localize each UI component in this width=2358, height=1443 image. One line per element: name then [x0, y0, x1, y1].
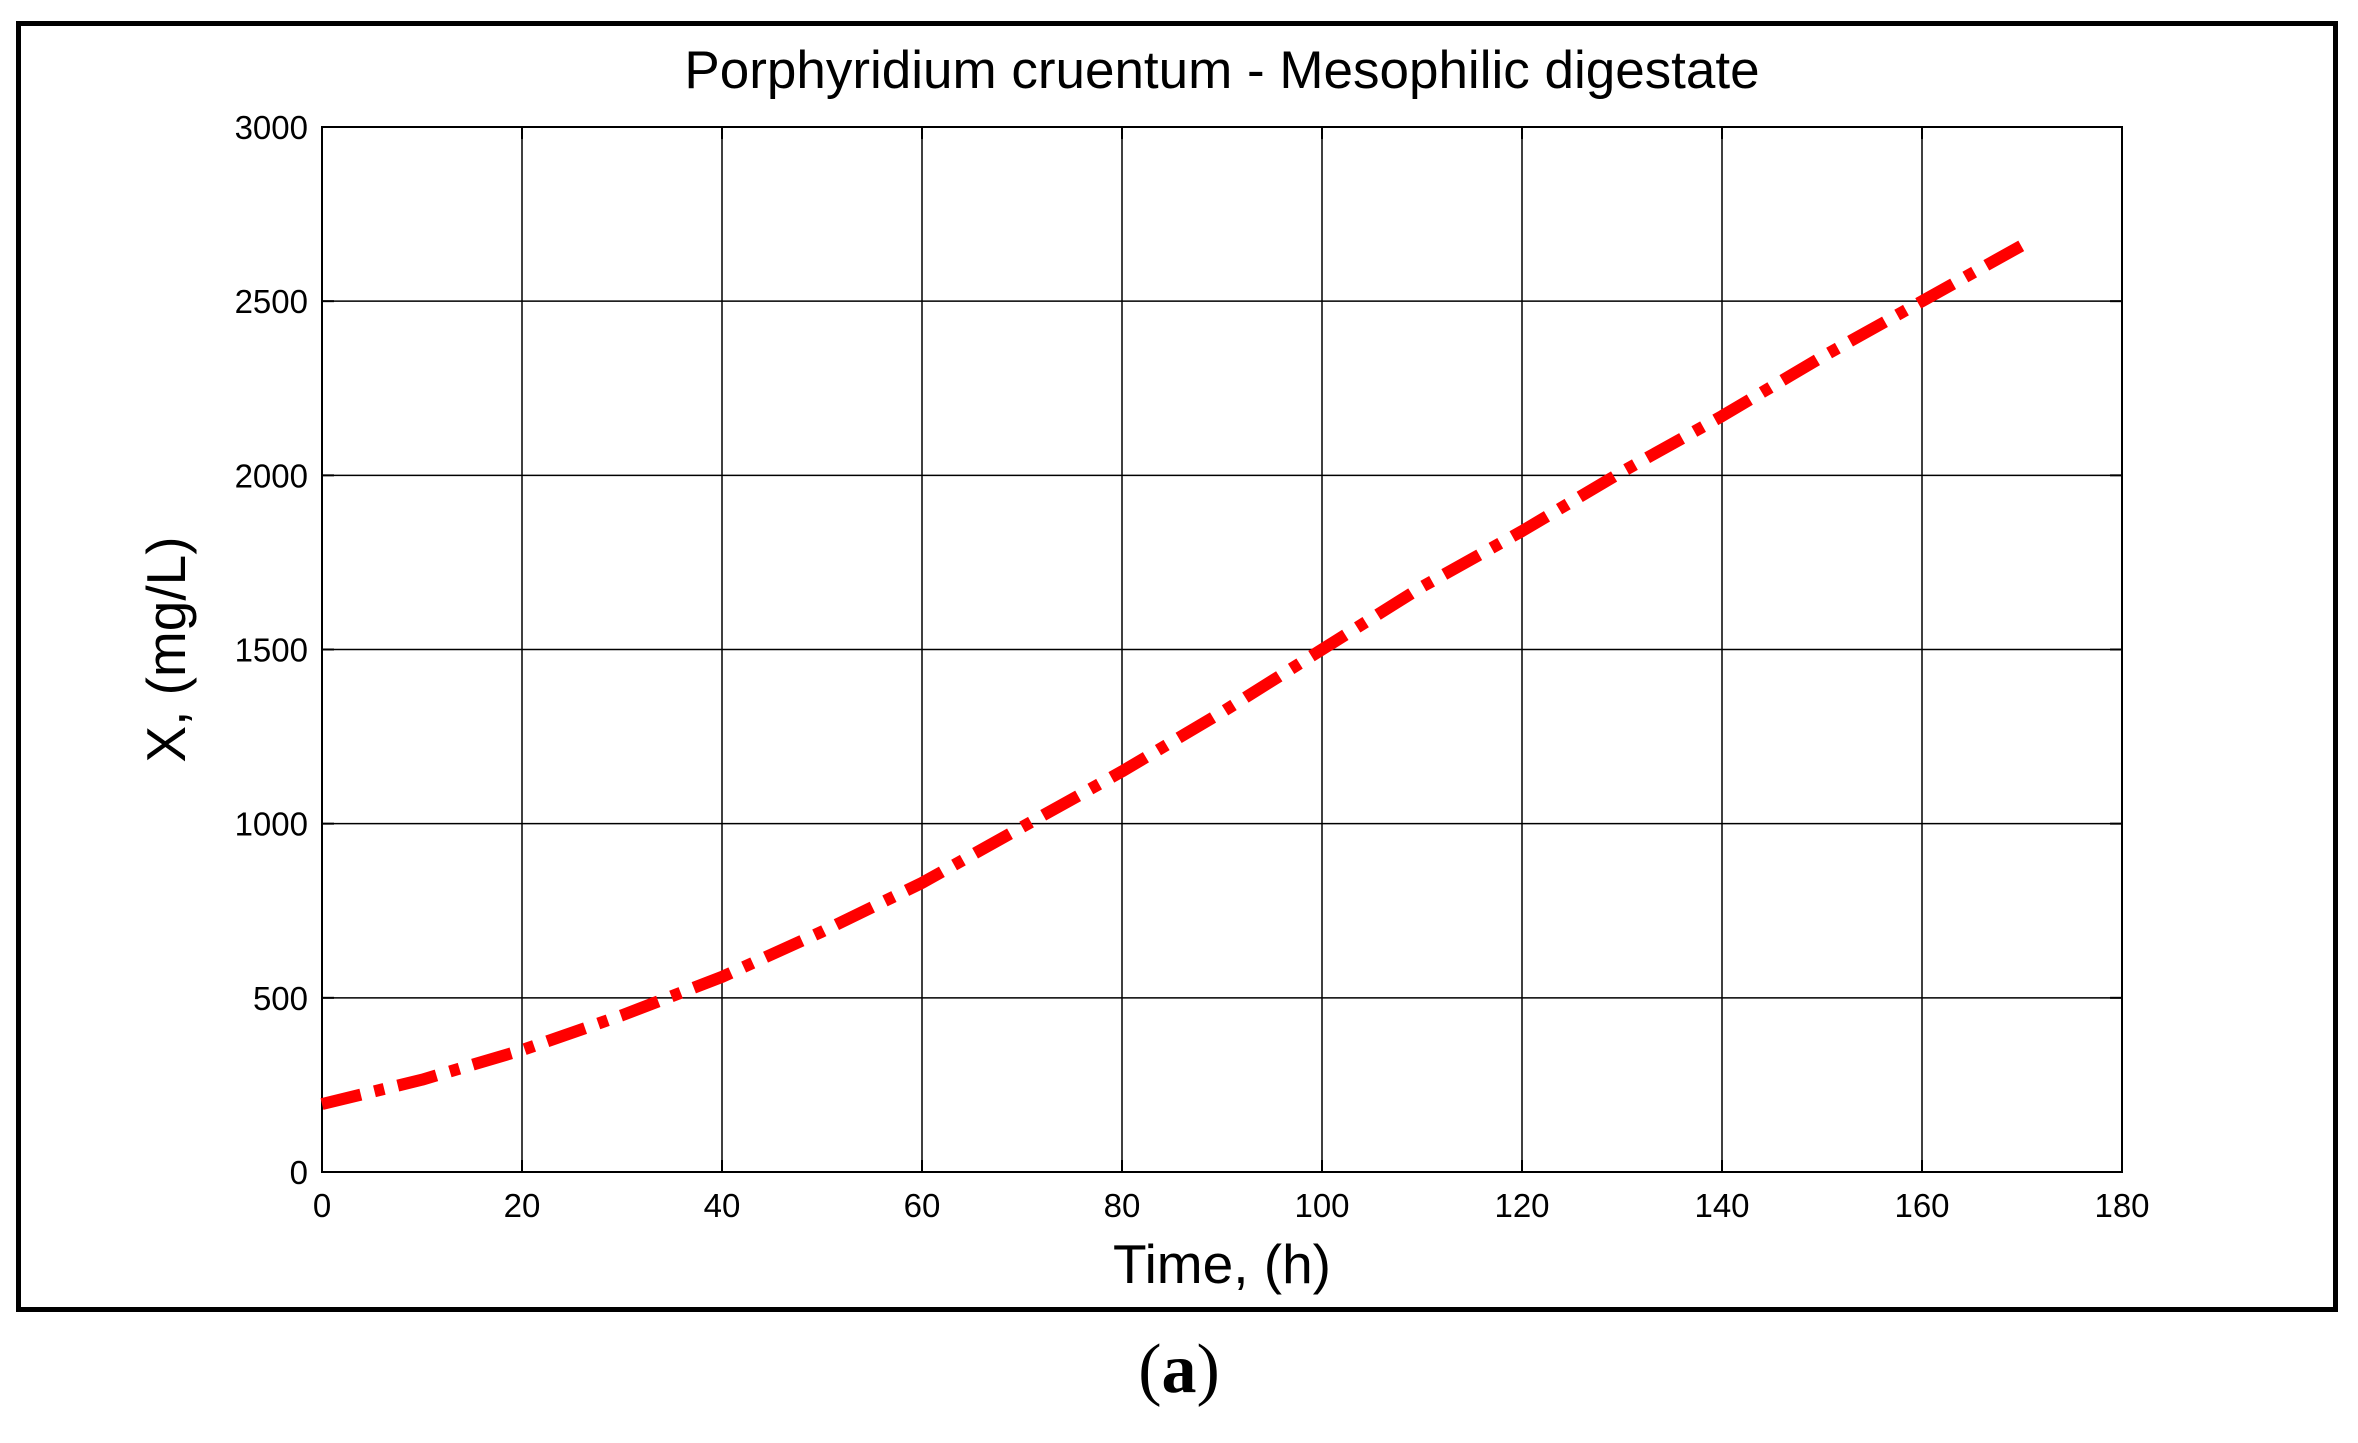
- x-tick-labels: 0 20 40 60 80 100 120 140 160 180: [313, 1187, 2150, 1224]
- y-tick-label: 500: [253, 980, 308, 1017]
- x-tick-label: 0: [313, 1187, 331, 1224]
- series-layer: [320, 240, 2025, 1110]
- panel-label: (a): [0, 1330, 2358, 1410]
- x-tick-label: 80: [1104, 1187, 1141, 1224]
- panel-label-letter: a: [1161, 1331, 1197, 1408]
- x-tick-label: 20: [504, 1187, 541, 1224]
- y-tick-label: 1500: [235, 632, 308, 669]
- panel-label-open: (: [1138, 1331, 1162, 1408]
- tick-marks: [321, 126, 2123, 1173]
- x-tick-label: 180: [2094, 1187, 2149, 1224]
- chart-title: Porphyridium cruentum - Mesophilic diges…: [684, 41, 1759, 100]
- y-tick-label: 1000: [235, 806, 308, 843]
- x-tick-label: 120: [1494, 1187, 1549, 1224]
- y-tick-labels: 0 500 1000 1500 2000 2500 3000: [235, 109, 308, 1191]
- y-tick-label: 2500: [235, 283, 308, 320]
- y-tick-label: 0: [290, 1154, 308, 1191]
- series-line: [320, 240, 2025, 1110]
- y-tick-label: 3000: [235, 109, 308, 146]
- x-tick-label: 100: [1294, 1187, 1349, 1224]
- y-tick-label: 2000: [235, 457, 308, 494]
- y-axis-label: X, (mg/L): [135, 536, 197, 762]
- x-tick-label: 60: [904, 1187, 941, 1224]
- x-axis-label: Time, (h): [1113, 1233, 1331, 1295]
- x-tick-label: 160: [1894, 1187, 1949, 1224]
- x-tick-label: 140: [1694, 1187, 1749, 1224]
- chart: 0 20 40 60 80 100 120 140 160 180 0 500 1000 1500 200…: [135, 41, 2150, 1295]
- x-tick-label: 40: [704, 1187, 741, 1224]
- panel-label-close: ): [1196, 1331, 1220, 1408]
- figure-frame: [16, 21, 2338, 1312]
- grid: [322, 127, 2122, 1172]
